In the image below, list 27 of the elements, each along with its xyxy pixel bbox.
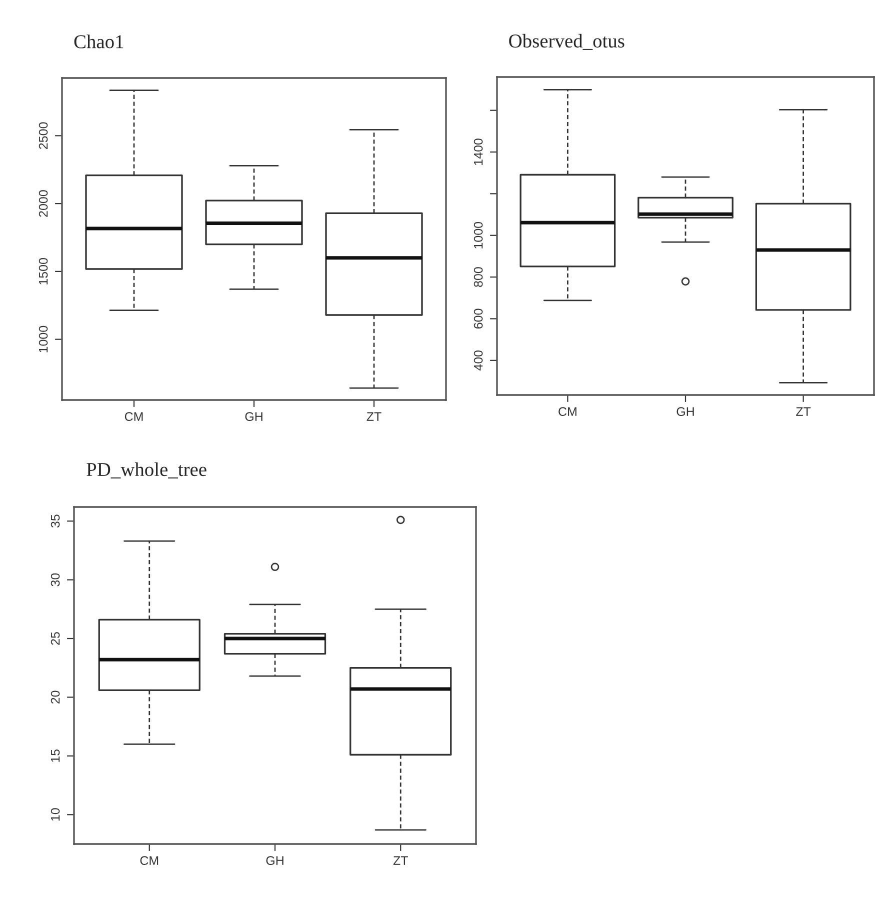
chart-title: Chao1 [74,34,124,48]
x-tick-label: CM [140,856,158,865]
x-tick-label: CM [558,407,576,416]
x-tick-label: ZT [393,856,408,865]
y-tick-label: 30 [50,573,60,586]
y-tick-label: 25 [50,632,60,645]
x-tick-label: ZT [366,412,382,421]
y-tick-label: 1000 [474,222,483,248]
y-tick-label: 1500 [38,258,48,284]
y-tick-label: 1000 [38,326,48,352]
y-tick-label: 600 [474,308,483,329]
y-tick-label: 2000 [38,190,48,217]
x-tick-label: CM [124,412,143,421]
y-tick-label: 35 [50,514,60,528]
x-tick-label: ZT [796,407,811,416]
x-tick-label: GH [266,856,284,865]
chart-title: PD_whole_tree [86,462,206,478]
y-tick-label: 1400 [474,138,483,165]
y-tick-label: 800 [474,267,483,287]
y-tick-label: 400 [474,350,483,371]
x-tick-label: GH [245,412,262,421]
y-tick-label: 10 [50,808,60,821]
y-tick-label: 20 [50,690,60,704]
chart-title: Observed_otus [509,34,624,50]
y-tick-label: 15 [51,750,60,762]
y-tick-label: 2500 [38,122,48,149]
x-tick-label: GH [676,407,694,416]
